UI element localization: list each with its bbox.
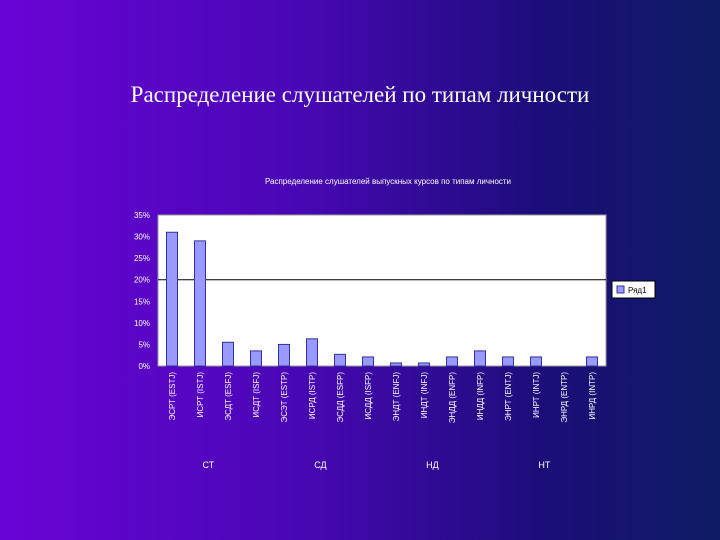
y-tick-label: 30% (134, 233, 150, 242)
y-tick-label: 10% (134, 319, 150, 328)
legend-swatch (616, 285, 625, 294)
y-tick-label: 20% (134, 276, 150, 285)
group-label: СТ (203, 460, 215, 470)
bar (194, 240, 206, 367)
chart-title: Распределение слушателей выпускных курсо… (265, 177, 511, 186)
x-tick-label: ЭСДТ (ESFJ) (224, 372, 233, 421)
bar (474, 350, 486, 367)
y-tick-label: 25% (134, 254, 150, 263)
bar (530, 356, 542, 367)
x-axis-labels: ЭСРТ (ESTJ) ИСРТ (ISTJ) ЭСДТ (ESFJ) ИСДТ (I… (168, 372, 597, 424)
bar (166, 231, 178, 367)
y-axis-ticks: 0% 5% 10% 15% 20% 25% 30% 35% (134, 211, 150, 371)
group-labels: СТ СД НД НТ (203, 460, 551, 470)
legend-box (611, 280, 656, 299)
bar (306, 338, 318, 367)
slide-title: Распределение слушателей по типам личнос… (130, 82, 590, 107)
x-tick-label: ИСДД (ISFP) (364, 372, 373, 420)
bar (586, 356, 598, 367)
x-tick-label: ИНДТ (INFJ) (420, 372, 429, 419)
group-label: НТ (538, 460, 550, 470)
bar (278, 343, 290, 367)
legend-label: Ряд1 (628, 286, 647, 295)
y-tick-label: 15% (134, 297, 150, 306)
x-tick-label: ЭНДТ (ENFJ) (392, 372, 401, 422)
x-tick-label: ИНРТ (INTJ) (532, 372, 541, 418)
x-tick-label: ИСДТ (ISFJ) (252, 372, 261, 418)
x-tick-label: ЭНРД (ENTP) (560, 372, 569, 423)
group-label: НД (426, 460, 439, 470)
x-tick-label: ИНРД (INTP) (588, 372, 597, 420)
bar (446, 356, 458, 367)
bar (390, 362, 402, 367)
plot-area (157, 214, 607, 367)
x-tick-label: ИНДД (INFP) (476, 372, 485, 420)
x-tick-label: ЭСЭТ (ESTP) (280, 372, 289, 423)
bar-series (166, 231, 598, 367)
bar (502, 356, 514, 367)
x-tick-label: ИСРТ (ISTJ) (196, 372, 205, 418)
bar (250, 350, 262, 367)
x-tick-label: ЭСРТ (ESTJ) (168, 372, 177, 421)
bar (418, 362, 430, 367)
group-label: СД (314, 460, 326, 470)
bar (334, 353, 346, 367)
x-tick-label: ЭСДД (ESFP) (336, 372, 345, 423)
x-tick-label: ЭНРТ (ENTJ) (504, 372, 513, 421)
y-tick-label: 35% (134, 211, 150, 220)
bar (222, 341, 234, 367)
y-tick-label: 5% (138, 340, 150, 349)
y-tick-label: 0% (138, 362, 150, 371)
bar (362, 356, 374, 367)
x-tick-label: ИСРД (ISTP) (308, 372, 317, 419)
legend: Ряд1 (611, 280, 656, 299)
x-tick-label: ЭНДД (ENFP) (448, 372, 457, 424)
